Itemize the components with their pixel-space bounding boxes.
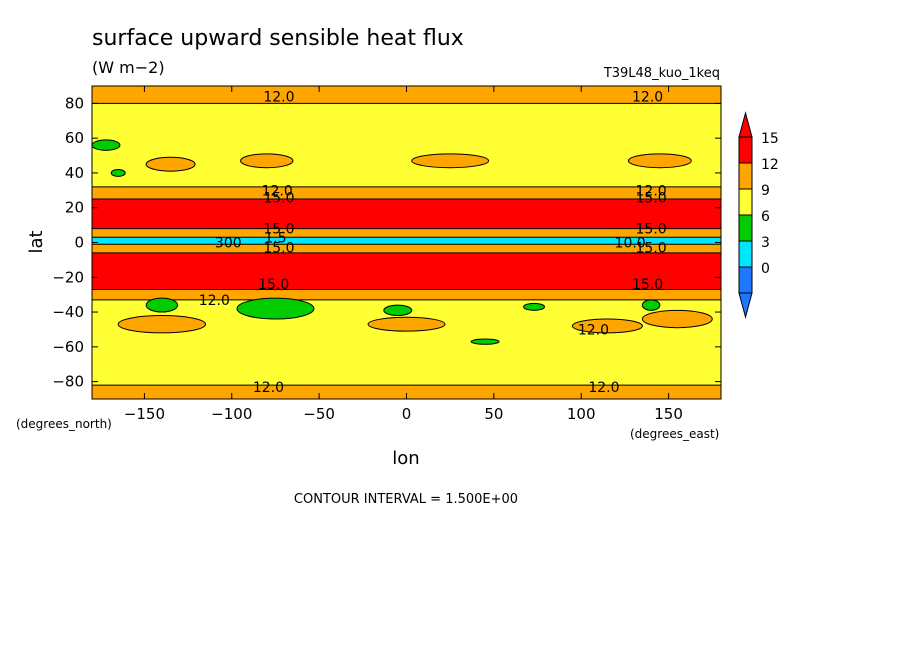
band-10 — [92, 385, 721, 399]
blob-10 — [411, 153, 490, 169]
x-tick-label-3: 0 — [402, 405, 412, 423]
colorbar: 15 12 9 6 3 0 — [738, 111, 779, 319]
x-tick-label-6: 150 — [654, 405, 683, 423]
y-tick-label-8: −80 — [52, 373, 84, 391]
y-tick-label-3: 20 — [65, 199, 84, 217]
colorbar-extend-max — [738, 111, 753, 138]
contour-label-5: 15.0 — [636, 190, 667, 206]
contour-label-6: 15.0 — [263, 222, 294, 238]
contour-label-3: 15.0 — [263, 190, 294, 206]
band-1 — [92, 103, 721, 187]
blob-6 — [92, 139, 121, 151]
y-axis-label: lat — [26, 230, 47, 253]
colorbar-swatch-15 — [738, 136, 753, 164]
blob-9 — [240, 153, 294, 169]
band-8 — [92, 289, 721, 300]
blob-14 — [571, 318, 643, 334]
colorbar-extend-min — [738, 292, 753, 319]
y-tick-label-5: −20 — [52, 268, 84, 286]
contour-label-17: 12.0 — [253, 380, 284, 396]
contour-label-10: 15.0 — [636, 222, 667, 238]
blob-5 — [470, 338, 500, 345]
contour-label-1: 12.0 — [632, 89, 663, 105]
chart-title: surface upward sensible heat flux — [92, 26, 464, 51]
y-tick-label-4: 0 — [74, 234, 84, 252]
colorbar-label-9: 9 — [761, 183, 770, 199]
colorbar-swatch-3 — [738, 240, 753, 268]
y-tick-label-1: 60 — [65, 129, 84, 147]
x-tick-label-4: 50 — [484, 405, 503, 423]
contour-interval-note: CONTOUR INTERVAL = 1.500E+00 — [294, 492, 518, 507]
x-tick-label-1: −100 — [211, 405, 252, 423]
band-3 — [92, 199, 721, 229]
band-0 — [92, 86, 721, 104]
contour-label-13: 15.0 — [258, 277, 289, 293]
blob-8 — [145, 156, 196, 172]
contour-label-8: 15.0 — [263, 241, 294, 257]
colorbar-label-15: 15 — [761, 131, 779, 147]
colorbar-swatch-12 — [738, 162, 753, 190]
run-label: T39L48_kuo_1keq — [603, 66, 720, 81]
blob-2 — [383, 304, 413, 317]
colorbar-label-12: 12 — [761, 157, 779, 173]
x-axis: −150 −100 −50 0 50 100 150 — [124, 86, 683, 423]
colorbar-label-3: 3 — [761, 235, 770, 251]
colorbar-label-0: 0 — [761, 261, 770, 277]
contour-label-14: 12.0 — [199, 293, 230, 309]
y-tick-label-2: 40 — [65, 164, 84, 182]
band-7 — [92, 252, 721, 290]
colorbar-swatch-9 — [738, 188, 753, 216]
contour-label-7: 300 — [215, 236, 242, 252]
blob-11 — [627, 153, 692, 169]
contour-label-16: 12.0 — [578, 322, 609, 338]
blob-3 — [523, 302, 546, 311]
colorbar-label-6: 6 — [761, 209, 770, 225]
y-tick-label-7: −60 — [52, 338, 84, 356]
band-2 — [92, 186, 721, 200]
y-tick-label-6: −40 — [52, 303, 84, 321]
band-4 — [92, 228, 721, 238]
y-axis: 80 60 40 20 0 −20 −40 −60 −80 — [52, 94, 721, 391]
contour-label-9: 1.5 — [264, 230, 286, 246]
x-tick-label-2: −50 — [303, 405, 335, 423]
contour-label-15: 15.0 — [632, 277, 663, 293]
x-unit-label: (degrees_east) — [630, 427, 719, 441]
contour-label-0: 12.0 — [263, 89, 294, 105]
blob-7 — [110, 168, 126, 177]
contour-label-12: 15.0 — [636, 241, 667, 257]
x-axis-label: lon — [392, 448, 419, 469]
blob-4 — [641, 299, 661, 311]
band-5 — [92, 237, 721, 245]
contour-label-11: 10.0 — [615, 236, 646, 252]
contour-label-4: 12.0 — [636, 183, 667, 199]
colorbar-swatch-0 — [738, 266, 753, 294]
y-tick-label-0: 80 — [65, 94, 84, 112]
heatmap-field — [92, 86, 721, 399]
blob-15 — [641, 309, 713, 329]
x-tick-label-0: −150 — [124, 405, 165, 423]
band-6 — [92, 244, 721, 253]
chart-units: (W m−2) — [92, 58, 165, 77]
blob-12 — [117, 315, 207, 334]
blob-0 — [236, 297, 315, 320]
contour-label-18: 12.0 — [588, 380, 619, 396]
contour-label-2: 12.0 — [262, 183, 293, 199]
colorbar-swatch-6 — [738, 214, 753, 242]
blob-13 — [367, 316, 446, 332]
blob-1 — [145, 297, 179, 313]
x-tick-label-5: 100 — [567, 405, 596, 423]
y-unit-label: (degrees_north) — [16, 417, 112, 431]
